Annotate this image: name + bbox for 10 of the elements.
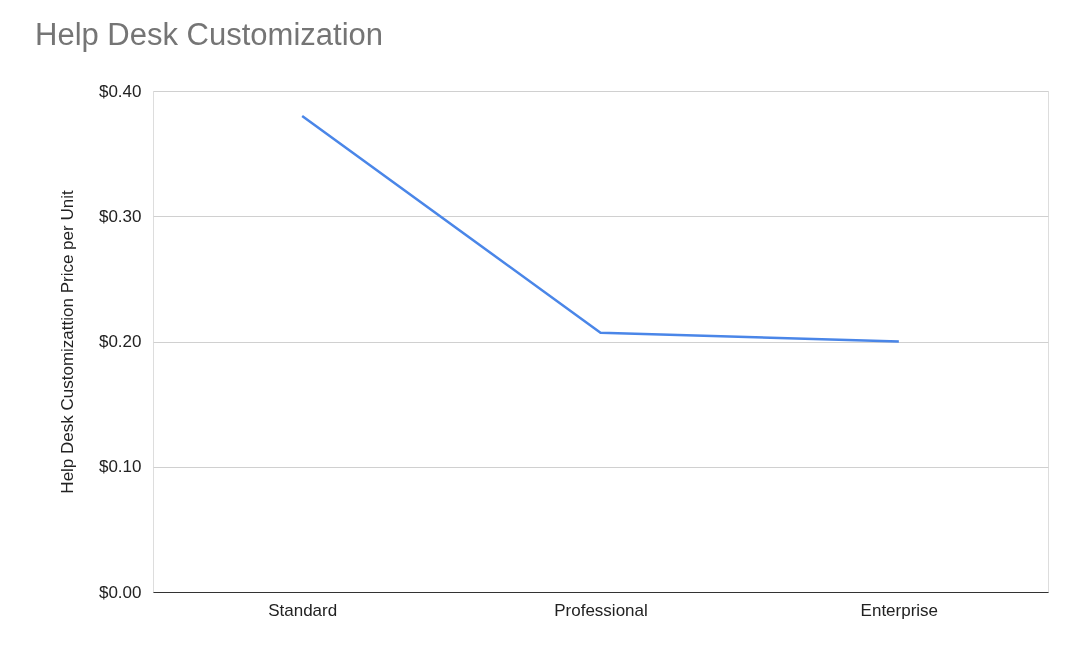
y-tick-label: $0.10 (98, 457, 142, 477)
x-tick-label: Standard (268, 600, 338, 620)
x-tick-label: Professional (554, 600, 648, 620)
y-tick-label: $0.40 (98, 81, 142, 101)
y-tick-label: $0.00 (98, 582, 142, 602)
chart-title: Help Desk Customization (35, 17, 384, 52)
y-axis-title: Help Desk Customizattion Price per Unit (57, 190, 77, 494)
x-tick-label: Enterprise (860, 600, 939, 620)
y-tick-label: $0.30 (98, 206, 142, 226)
y-tick-label: $0.20 (98, 332, 142, 351)
